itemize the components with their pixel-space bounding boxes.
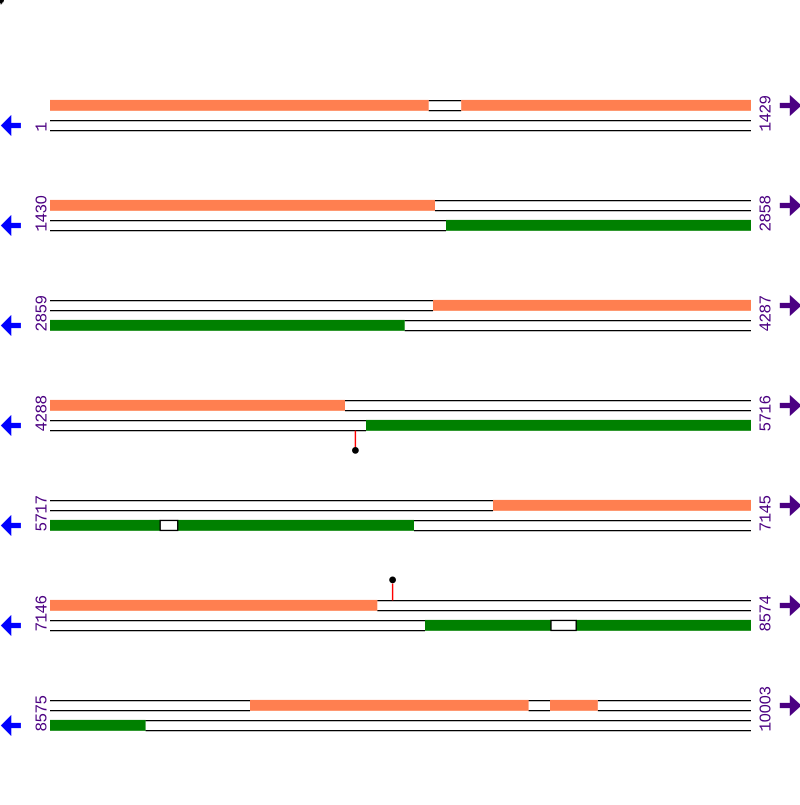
- svg-text:5716: 5716: [757, 396, 776, 432]
- svg-text:4288: 4288: [32, 396, 51, 432]
- svg-text:4287: 4287: [757, 296, 776, 332]
- svg-text:2858: 2858: [757, 196, 776, 232]
- svg-text:7145: 7145: [757, 496, 776, 532]
- svg-text:5717: 5717: [32, 496, 51, 532]
- svg-text:1430: 1430: [32, 196, 51, 232]
- svg-text:1: 1: [32, 123, 51, 132]
- svg-text:8575: 8575: [32, 696, 51, 732]
- svg-text:7146: 7146: [32, 596, 51, 632]
- svg-text:2859: 2859: [32, 296, 51, 332]
- svg-text:8574: 8574: [757, 596, 776, 632]
- svg-text:1429: 1429: [757, 96, 776, 132]
